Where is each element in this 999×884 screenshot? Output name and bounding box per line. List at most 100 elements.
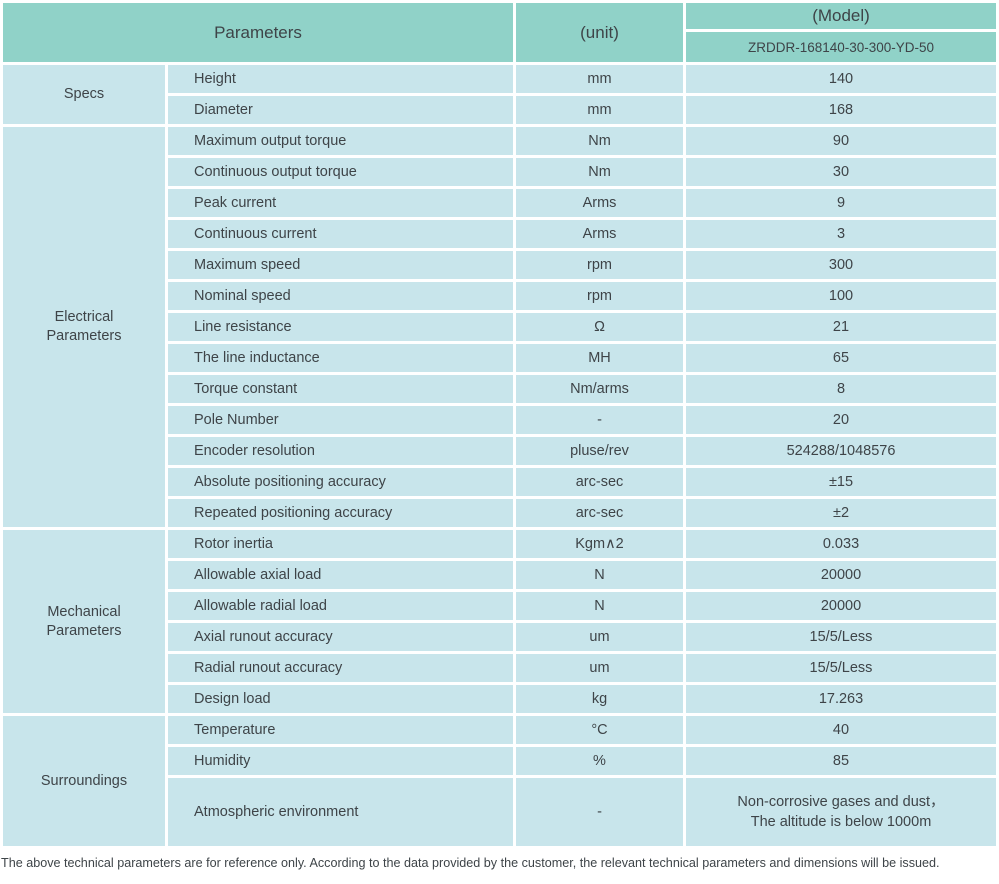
table-row: Design load kg 17.263 xyxy=(3,685,996,713)
table-row: Torque constant Nm/arms 8 xyxy=(3,375,996,403)
param-name-cell: Temperature xyxy=(168,716,513,744)
value-cell: Non-corrosive gases and dust， The altitu… xyxy=(686,778,996,846)
param-name-cell: Design load xyxy=(168,685,513,713)
table-row: The line inductance MH 65 xyxy=(3,344,996,372)
section-label-electrical-parameters: Electrical Parameters xyxy=(3,127,165,527)
table-row: Absolute positioning accuracy arc-sec ±15 xyxy=(3,468,996,496)
value-cell: 65 xyxy=(686,344,996,372)
unit-cell: Arms xyxy=(516,189,683,217)
value-cell: ±15 xyxy=(686,468,996,496)
table-row: Electrical Parameters Maximum output torq… xyxy=(3,127,996,527)
table-row: Axial runout accuracy um 15/5/Less xyxy=(3,623,996,651)
table-row: Line resistance Ω 21 xyxy=(3,313,996,341)
value-cell: 0.033 xyxy=(686,530,996,558)
param-name-cell: Maximum output torque xyxy=(168,127,513,155)
unit-cell: rpm xyxy=(516,251,683,279)
value-cell: 21 xyxy=(686,313,996,341)
param-name-cell: The line inductance xyxy=(168,344,513,372)
unit-cell: Ω xyxy=(516,313,683,341)
value-cell: 8 xyxy=(686,375,996,403)
value-cell: 30 xyxy=(686,158,996,186)
header-model: (Model) xyxy=(686,3,996,29)
param-name-cell: Line resistance xyxy=(168,313,513,341)
unit-cell: % xyxy=(516,747,683,775)
section-label-surroundings: Surroundings xyxy=(3,716,165,846)
table-row: Maximum speed rpm 300 xyxy=(3,251,996,279)
table-row: Nominal speed rpm 100 xyxy=(3,282,996,310)
unit-cell: N xyxy=(516,592,683,620)
value-cell: 20 xyxy=(686,406,996,434)
value-cell: 140 xyxy=(686,65,996,93)
unit-cell: kg xyxy=(516,685,683,713)
footnote-text: The above technical parameters are for r… xyxy=(1,856,940,870)
param-name-cell: Allowable radial load xyxy=(168,592,513,620)
unit-cell: °C xyxy=(516,716,683,744)
value-cell: 15/5/Less xyxy=(686,654,996,682)
header-model-number: ZRDDR-168140-30-300-YD-50 xyxy=(686,32,996,62)
param-name-cell: Continuous output torque xyxy=(168,158,513,186)
table-row: Surroundings Temperature °C 40 xyxy=(3,716,996,846)
param-name-cell: Repeated positioning accuracy xyxy=(168,499,513,527)
value-cell: 168 xyxy=(686,96,996,124)
param-name-cell: Height xyxy=(168,65,513,93)
unit-cell: - xyxy=(516,778,683,846)
table-row: Atmospheric environment - Non-corrosive ga… xyxy=(3,778,996,846)
value-cell: 524288/1048576 xyxy=(686,437,996,465)
value-cell: 300 xyxy=(686,251,996,279)
value-cell: ±2 xyxy=(686,499,996,527)
value-cell: 40 xyxy=(686,716,996,744)
value-cell: 20000 xyxy=(686,561,996,589)
unit-cell: Nm xyxy=(516,158,683,186)
table-row: Allowable radial load N 20000 xyxy=(3,592,996,620)
value-cell: 3 xyxy=(686,220,996,248)
table-row: Repeated positioning accuracy arc-sec ±2 xyxy=(3,499,996,527)
table-row: Peak current Arms 9 xyxy=(3,189,996,217)
param-name-cell: Nominal speed xyxy=(168,282,513,310)
unit-cell: Nm/arms xyxy=(516,375,683,403)
value-cell: 9 xyxy=(686,189,996,217)
unit-cell: mm xyxy=(516,65,683,93)
unit-cell: arc-sec xyxy=(516,499,683,527)
param-name-cell: Radial runout accuracy xyxy=(168,654,513,682)
value-cell: 90 xyxy=(686,127,996,155)
value-cell: 17.263 xyxy=(686,685,996,713)
unit-cell: um xyxy=(516,623,683,651)
param-name-cell: Continuous current xyxy=(168,220,513,248)
param-name-cell: Allowable axial load xyxy=(168,561,513,589)
value-cell: 20000 xyxy=(686,592,996,620)
unit-cell: pluse/rev xyxy=(516,437,683,465)
table-header: Parameters (unit) (Model) ZRDDR-168140-3… xyxy=(3,3,996,62)
unit-cell: Kgm∧2 xyxy=(516,530,683,558)
unit-cell: - xyxy=(516,406,683,434)
unit-cell: arc-sec xyxy=(516,468,683,496)
param-name-cell: Diameter xyxy=(168,96,513,124)
value-cell: 100 xyxy=(686,282,996,310)
param-name-cell: Torque constant xyxy=(168,375,513,403)
table-row: Continuous output torque Nm 30 xyxy=(3,158,996,186)
table-row: Radial runout accuracy um 15/5/Less xyxy=(3,654,996,682)
table-row: Diameter mm 168 xyxy=(3,96,996,124)
param-name-cell: Maximum speed xyxy=(168,251,513,279)
param-name-cell: Pole Number xyxy=(168,406,513,434)
value-cell: 85 xyxy=(686,747,996,775)
unit-cell: Arms xyxy=(516,220,683,248)
unit-cell: N xyxy=(516,561,683,589)
table-row: Humidity% 85 xyxy=(3,747,996,775)
spec-table: Parameters (unit) (Model) ZRDDR-168140-3… xyxy=(3,3,996,846)
table-row: Mechanical Parameters Rotor inertia Kgm∧2 0… xyxy=(3,530,996,713)
table-row: Encoder resolution pluse/rev 524288/104857… xyxy=(3,437,996,465)
value-cell: 15/5/Less xyxy=(686,623,996,651)
unit-cell: um xyxy=(516,654,683,682)
table-row: Specs Height mm 140 xyxy=(3,65,996,124)
section-label-specs: Specs xyxy=(3,65,165,124)
table-row: Pole Number -20 xyxy=(3,406,996,434)
param-name-cell: Atmospheric environment xyxy=(168,778,513,846)
param-name-cell: Axial runout accuracy xyxy=(168,623,513,651)
param-name-cell: Absolute positioning accuracy xyxy=(168,468,513,496)
unit-cell: rpm xyxy=(516,282,683,310)
table-row: Continuous current Arms 3 xyxy=(3,220,996,248)
section-label-mechanical-parameters: Mechanical Parameters xyxy=(3,530,165,713)
header-unit: (unit) xyxy=(516,3,683,62)
unit-cell: Nm xyxy=(516,127,683,155)
table-row: Allowable axial load N 20000 xyxy=(3,561,996,589)
